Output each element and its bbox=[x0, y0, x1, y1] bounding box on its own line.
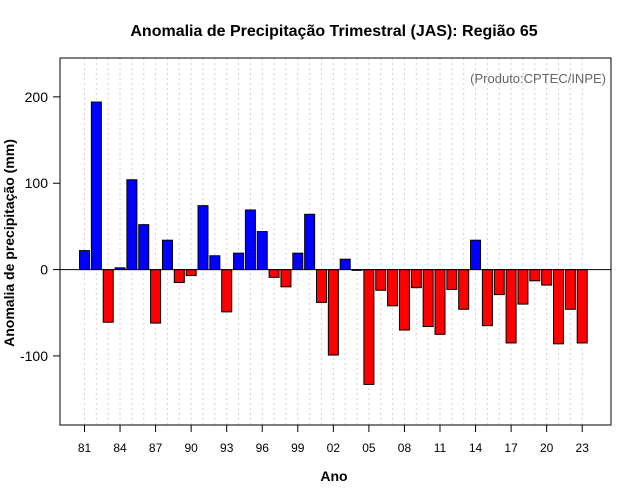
bar-2003 bbox=[339, 258, 351, 271]
product-credit: (Produto:CPTEC/INPE) bbox=[470, 71, 606, 86]
x-tick-label: 84 bbox=[113, 441, 127, 455]
y-axis-ticks: -100 0 100 200 bbox=[20, 89, 60, 364]
bar-1999 bbox=[292, 252, 304, 271]
bar-1993 bbox=[221, 269, 233, 313]
bar-1996 bbox=[256, 231, 268, 271]
bar-2007 bbox=[387, 269, 399, 307]
bar-1998 bbox=[280, 269, 292, 288]
bar-1985 bbox=[126, 179, 138, 271]
bar-1986 bbox=[138, 224, 150, 271]
bar-2005 bbox=[363, 269, 375, 385]
plot-frame bbox=[59, 57, 612, 426]
x-tick-label: 90 bbox=[184, 441, 198, 455]
bar-2023 bbox=[576, 269, 588, 344]
y-tick-label: -100 bbox=[20, 348, 48, 364]
x-tick-label: 81 bbox=[78, 441, 92, 455]
x-tick-label: 11 bbox=[434, 441, 447, 455]
x-tick-label: 17 bbox=[504, 441, 518, 455]
bar-2018 bbox=[517, 269, 529, 305]
bar-1981 bbox=[79, 250, 90, 271]
bar-1995 bbox=[244, 209, 256, 271]
bar-2016 bbox=[493, 269, 505, 296]
bar-2006 bbox=[375, 269, 387, 291]
x-tick-label: 08 bbox=[398, 441, 412, 455]
x-tick-label: 14 bbox=[469, 441, 483, 455]
x-tick-label: 87 bbox=[149, 441, 163, 455]
bar-2022 bbox=[564, 269, 576, 310]
bar-2001 bbox=[316, 269, 327, 303]
bar-1997 bbox=[268, 269, 280, 278]
bar-1987 bbox=[150, 269, 162, 324]
bar-2000 bbox=[304, 213, 316, 271]
vertical-gridlines bbox=[84, 58, 583, 425]
bar-2012 bbox=[446, 269, 458, 290]
x-axis-ticks: 81 84 87 90 93 96 99 02 05 08 11 14 17 20 23 bbox=[78, 425, 589, 455]
bar-1994 bbox=[233, 252, 245, 271]
x-tick-label: 05 bbox=[362, 441, 376, 455]
bar-1982 bbox=[90, 101, 102, 271]
y-tick-label: 200 bbox=[25, 89, 49, 105]
bar-2009 bbox=[410, 269, 422, 289]
x-tick-label: 96 bbox=[256, 441, 270, 455]
bar-2020 bbox=[541, 269, 553, 286]
bar-1992 bbox=[209, 255, 221, 271]
x-axis-label: Ano bbox=[320, 468, 347, 484]
y-tick-label: 100 bbox=[25, 175, 49, 191]
bar-2015 bbox=[481, 269, 493, 327]
x-tick-label: 93 bbox=[220, 441, 234, 455]
x-tick-label: 99 bbox=[291, 441, 305, 455]
bar-series bbox=[79, 101, 588, 385]
bar-2021 bbox=[553, 269, 564, 345]
x-tick-label: 20 bbox=[540, 441, 554, 455]
bar-2008 bbox=[398, 269, 410, 331]
x-tick-label: 02 bbox=[327, 441, 341, 455]
bar-2017 bbox=[505, 269, 517, 344]
bar-1988 bbox=[161, 239, 173, 271]
bar-2013 bbox=[458, 269, 470, 310]
bar-1990 bbox=[185, 269, 197, 277]
bar-1983 bbox=[102, 269, 114, 323]
bar-2010 bbox=[422, 269, 434, 328]
x-tick-label: 23 bbox=[576, 441, 590, 455]
y-axis-label: Anomalia de precipitação (mm) bbox=[1, 139, 17, 347]
bar-1989 bbox=[173, 269, 185, 284]
bar-2002 bbox=[327, 269, 339, 356]
chart-title: Anomalia de Precipitação Trimestral (JAS… bbox=[130, 23, 537, 40]
bar-2019 bbox=[529, 269, 541, 282]
bar-2014 bbox=[470, 239, 482, 271]
y-tick-label: 0 bbox=[40, 262, 48, 278]
bar-2011 bbox=[434, 269, 446, 335]
bar-1991 bbox=[197, 205, 209, 271]
